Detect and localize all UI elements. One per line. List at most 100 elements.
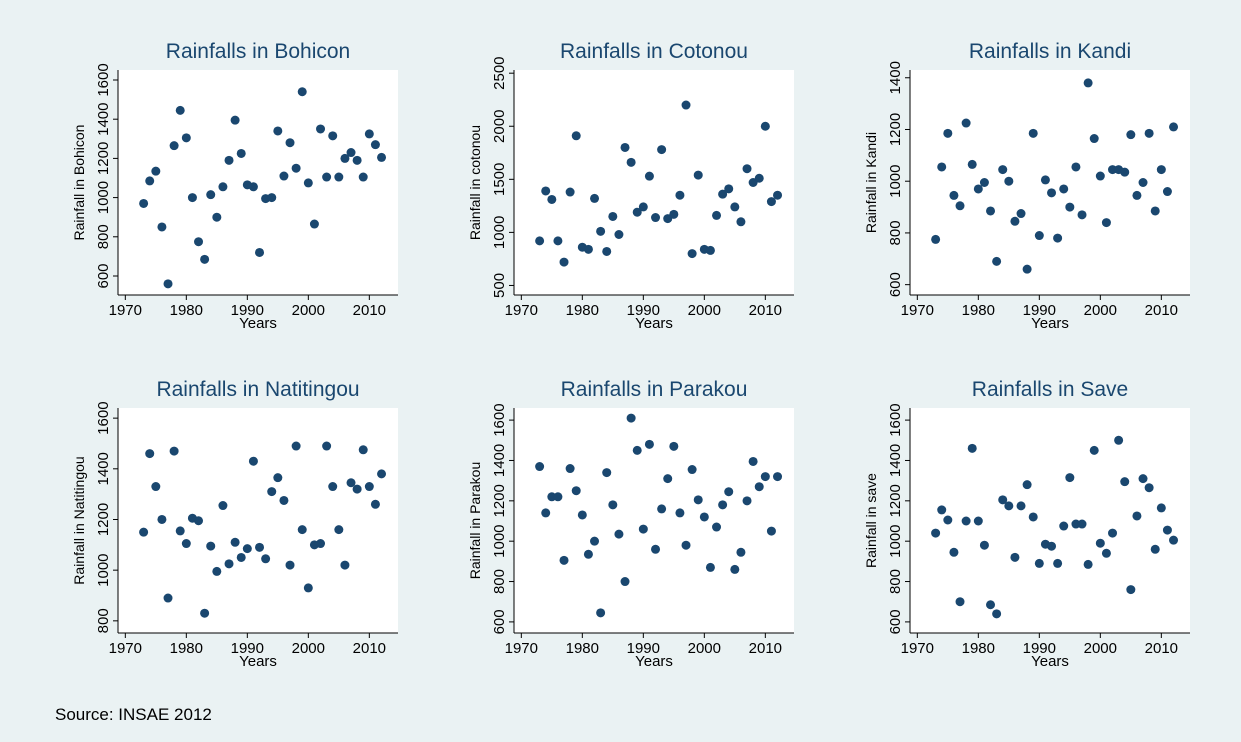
x-tick-label: 1980 bbox=[566, 302, 599, 319]
point bbox=[699, 512, 709, 522]
point bbox=[583, 244, 593, 254]
x-tick-label: 1980 bbox=[170, 640, 203, 657]
point bbox=[328, 482, 338, 492]
x-tick-label: 1980 bbox=[962, 302, 995, 319]
y-tick-label: 1600 bbox=[491, 403, 508, 436]
point bbox=[1004, 501, 1014, 511]
point bbox=[602, 246, 612, 256]
point bbox=[596, 226, 606, 236]
point bbox=[687, 249, 697, 259]
point bbox=[608, 211, 618, 221]
point bbox=[547, 194, 557, 204]
plot-area bbox=[910, 408, 1190, 633]
x-tick-label: 1980 bbox=[962, 640, 995, 657]
y-tick-label: 800 bbox=[887, 220, 904, 245]
point bbox=[1162, 525, 1172, 535]
point bbox=[322, 172, 332, 182]
point bbox=[590, 193, 600, 203]
x-tick-label: 1990 bbox=[231, 302, 264, 319]
point bbox=[973, 516, 983, 526]
point bbox=[773, 472, 783, 482]
point bbox=[212, 566, 222, 576]
y-tick-label: 1200 bbox=[887, 113, 904, 146]
x-tick-label: 1980 bbox=[566, 640, 599, 657]
point bbox=[669, 209, 679, 219]
point bbox=[748, 456, 758, 466]
point bbox=[955, 201, 965, 211]
point bbox=[1053, 558, 1063, 568]
source-note: Source: INSAE 2012 bbox=[55, 705, 212, 724]
point bbox=[200, 254, 210, 264]
point bbox=[1108, 528, 1118, 538]
point bbox=[255, 247, 265, 257]
y-tick-label: 600 bbox=[95, 263, 112, 288]
y-tick-label: 1200 bbox=[491, 484, 508, 517]
x-axis-title: Years bbox=[635, 315, 673, 332]
y-tick-label: 1200 bbox=[95, 142, 112, 175]
chart-title: Rainfalls in Bohicon bbox=[166, 40, 350, 63]
point bbox=[1162, 187, 1172, 197]
point bbox=[577, 510, 587, 520]
point bbox=[638, 202, 648, 212]
point bbox=[163, 593, 173, 603]
point bbox=[1059, 521, 1069, 531]
point bbox=[571, 486, 581, 496]
point bbox=[590, 536, 600, 546]
point bbox=[986, 600, 996, 610]
point bbox=[937, 162, 947, 172]
point bbox=[328, 131, 338, 141]
point bbox=[608, 500, 618, 510]
point bbox=[949, 547, 959, 557]
point bbox=[1132, 190, 1142, 200]
point bbox=[1101, 548, 1111, 558]
point bbox=[657, 145, 667, 155]
point bbox=[346, 478, 356, 488]
point bbox=[248, 182, 258, 192]
point bbox=[169, 446, 179, 456]
chart-title: Rainfalls in Parakou bbox=[561, 378, 748, 401]
x-axis-title: Years bbox=[635, 653, 673, 670]
y-tick-label: 1000 bbox=[95, 553, 112, 586]
y-axis-title: Rainfall in Parakou bbox=[467, 462, 483, 580]
point bbox=[1059, 184, 1069, 194]
point bbox=[1028, 128, 1038, 138]
x-tick-label: 1970 bbox=[109, 640, 142, 657]
point bbox=[614, 230, 624, 240]
point bbox=[285, 138, 295, 148]
point bbox=[1150, 206, 1160, 216]
point bbox=[279, 495, 289, 505]
point bbox=[1022, 480, 1032, 490]
x-tick-label: 2010 bbox=[353, 640, 386, 657]
point bbox=[212, 212, 222, 222]
point bbox=[139, 527, 149, 537]
y-axis-title: Rainfall in cotonou bbox=[467, 125, 483, 240]
y-tick-label: 1000 bbox=[491, 524, 508, 557]
point bbox=[279, 171, 289, 181]
point bbox=[986, 206, 996, 216]
point bbox=[1083, 559, 1093, 569]
x-tick-label: 2010 bbox=[1145, 302, 1178, 319]
point bbox=[370, 140, 380, 150]
y-tick-label: 800 bbox=[887, 569, 904, 594]
plot-area bbox=[910, 70, 1190, 295]
point bbox=[181, 539, 191, 549]
y-tick-label: 1000 bbox=[95, 181, 112, 214]
y-tick-label: 1000 bbox=[887, 165, 904, 198]
point bbox=[669, 441, 679, 451]
point bbox=[1101, 218, 1111, 228]
point bbox=[303, 178, 313, 188]
point bbox=[1132, 511, 1142, 521]
point bbox=[291, 441, 301, 451]
point bbox=[297, 525, 307, 535]
x-tick-label: 1990 bbox=[1023, 302, 1056, 319]
point bbox=[1169, 122, 1179, 132]
y-tick-label: 1600 bbox=[95, 63, 112, 96]
point bbox=[1089, 134, 1099, 144]
x-tick-label: 1970 bbox=[109, 302, 142, 319]
point bbox=[565, 464, 575, 474]
x-axis-title: Years bbox=[239, 653, 277, 670]
x-axis-title: Years bbox=[239, 315, 277, 332]
point bbox=[535, 236, 545, 246]
point bbox=[712, 522, 722, 532]
point bbox=[718, 189, 728, 199]
